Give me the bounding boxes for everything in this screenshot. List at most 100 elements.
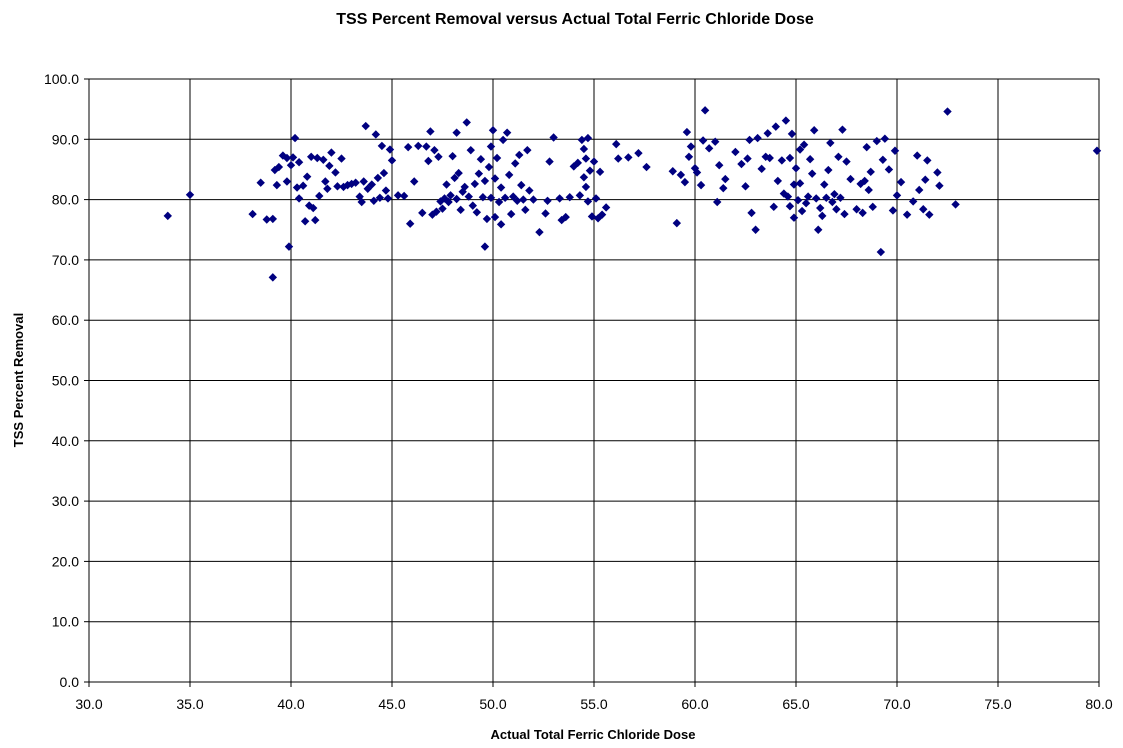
- data-point: [460, 182, 469, 192]
- data-point: [884, 165, 894, 174]
- y-tick-label: 0.0: [60, 674, 80, 690]
- data-point: [490, 174, 500, 183]
- data-point: [448, 151, 457, 161]
- data-point: [585, 166, 595, 175]
- data-point: [743, 154, 752, 163]
- data-point: [454, 168, 463, 178]
- y-tick-label: 20.0: [52, 553, 79, 569]
- data-point: [561, 212, 570, 222]
- data-point: [555, 194, 564, 203]
- data-point: [282, 153, 292, 163]
- data-point: [791, 164, 801, 173]
- x-tick-label: 45.0: [378, 696, 405, 712]
- data-point: [549, 133, 558, 142]
- data-point: [828, 197, 837, 207]
- data-point: [816, 203, 825, 213]
- data-point: [943, 107, 952, 116]
- data-point: [331, 168, 340, 177]
- data-point: [751, 225, 760, 234]
- data-point: [577, 135, 587, 145]
- data-point: [480, 176, 490, 186]
- data-point: [513, 196, 522, 206]
- data-point: [763, 129, 772, 138]
- data-point: [824, 165, 833, 175]
- data-point: [822, 193, 831, 202]
- x-tick-label: 65.0: [782, 696, 809, 712]
- data-point: [274, 162, 284, 172]
- data-point: [462, 118, 471, 127]
- data-point: [595, 167, 605, 177]
- data-point: [704, 144, 714, 153]
- data-point: [785, 202, 795, 211]
- data-point: [450, 173, 459, 183]
- data-point: [737, 159, 746, 169]
- data-point: [573, 158, 583, 168]
- data-point: [282, 177, 292, 186]
- data-point: [185, 190, 195, 199]
- data-point: [466, 145, 475, 155]
- data-point: [713, 197, 722, 207]
- data-point: [321, 177, 330, 186]
- data-point: [852, 205, 861, 214]
- data-point: [579, 144, 589, 154]
- data-point: [498, 135, 508, 145]
- x-tick-label: 75.0: [984, 696, 1011, 712]
- data-point: [272, 180, 282, 190]
- data-point: [361, 121, 370, 131]
- data-point: [307, 152, 316, 161]
- data-point: [684, 152, 694, 161]
- data-point: [311, 215, 320, 225]
- data-point: [593, 214, 603, 223]
- data-point: [426, 127, 435, 136]
- x-axis-tick-labels: 30.0 35.0 40.0 45.0 50.0 55.0 60.0 65.0 70.0 75.0…: [75, 696, 1112, 712]
- data-point: [696, 180, 706, 190]
- x-tick-label: 50.0: [479, 696, 506, 712]
- data-point: [583, 197, 593, 206]
- data-point: [842, 157, 851, 166]
- data-point: [430, 145, 439, 155]
- data-point: [668, 167, 677, 176]
- data-point: [890, 146, 900, 155]
- data-point: [880, 134, 890, 143]
- data-point: [292, 183, 302, 192]
- data-point: [434, 152, 443, 161]
- data-point: [700, 106, 710, 115]
- data-point: [565, 192, 574, 202]
- y-tick-label: 40.0: [52, 433, 79, 449]
- data-point: [826, 138, 835, 148]
- data-point: [721, 174, 730, 184]
- data-point: [369, 196, 379, 206]
- data-point: [830, 189, 839, 199]
- data-point: [268, 273, 278, 282]
- data-point: [773, 176, 783, 186]
- data-point: [294, 158, 304, 167]
- data-point: [284, 242, 294, 251]
- data-point: [878, 155, 888, 165]
- data-point: [892, 191, 902, 200]
- data-point: [379, 168, 389, 178]
- x-tick-label: 30.0: [75, 696, 102, 712]
- y-tick-label: 10.0: [52, 614, 79, 630]
- data-point: [502, 128, 512, 137]
- data-point: [377, 141, 387, 151]
- data-point: [862, 142, 871, 152]
- data-point: [319, 155, 328, 165]
- data-point: [597, 210, 607, 219]
- data-point: [367, 180, 376, 189]
- data-point: [545, 157, 554, 166]
- data-point: [509, 192, 518, 201]
- data-point: [789, 180, 799, 189]
- data-point: [541, 209, 550, 218]
- data-point: [506, 209, 516, 219]
- data-point: [583, 133, 593, 143]
- data-point: [888, 206, 898, 215]
- data-point: [381, 186, 391, 195]
- data-point: [789, 213, 799, 222]
- data-point: [858, 208, 867, 218]
- data-point: [787, 129, 797, 139]
- data-point: [557, 215, 566, 225]
- y-tick-label: 60.0: [52, 312, 79, 328]
- data-point: [288, 153, 298, 162]
- data-point: [385, 145, 395, 154]
